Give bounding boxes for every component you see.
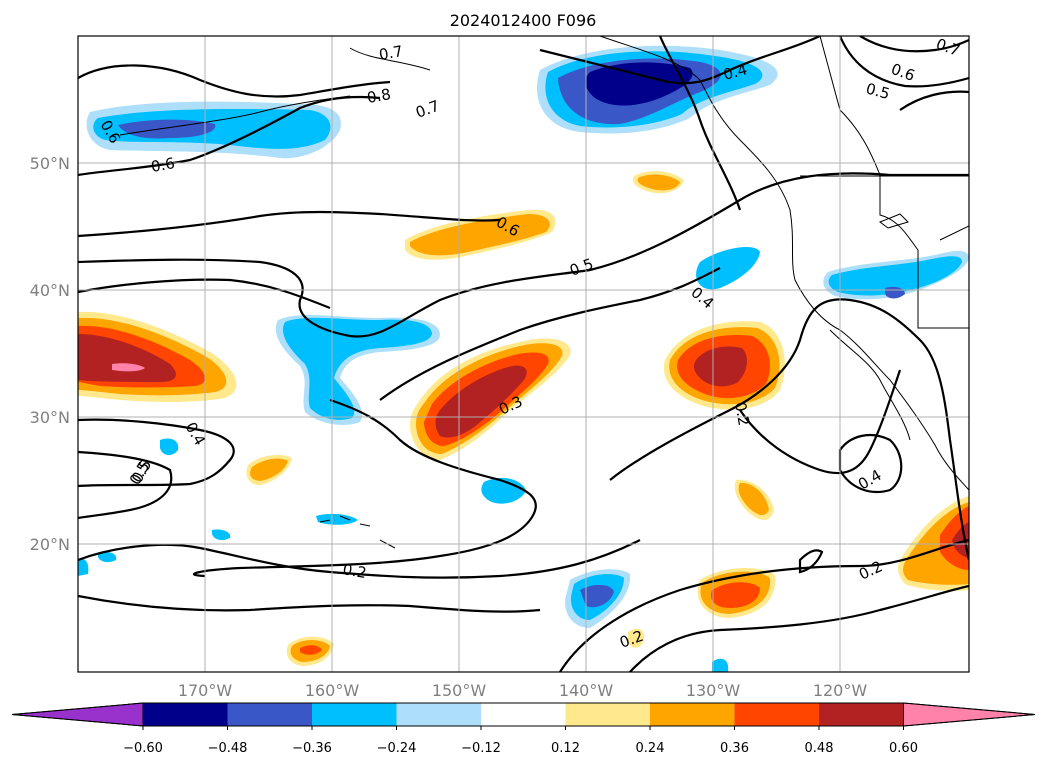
colorbar-extend-min	[11, 702, 144, 727]
colorbar-segment	[227, 703, 312, 726]
contour-label: 0.5	[864, 79, 892, 103]
contour-label: 0.4	[721, 60, 749, 84]
map-title: 2024012400 F096	[450, 11, 597, 30]
colorbar-tick-label: −0.12	[461, 741, 501, 756]
contour-label: 0.2	[731, 401, 753, 428]
contour-label: 0.7	[934, 35, 963, 60]
colorbar-segment	[396, 703, 481, 726]
colorbar-tick-label: 0.12	[551, 741, 580, 756]
lon-label-140w: 140°W	[559, 681, 614, 700]
lon-label-160w: 160°W	[305, 681, 360, 700]
lon-label-170w: 170°W	[178, 681, 233, 700]
lon-label-130w: 130°W	[686, 681, 741, 700]
colorbar-tick-label: 0.24	[636, 741, 665, 756]
colorbar-extend-max	[903, 702, 1036, 727]
colorbar-tick-label: −0.48	[208, 741, 248, 756]
colorbar-segment	[312, 703, 397, 726]
latitude-labels: 50°N 40°N 30°N 20°N	[30, 154, 70, 554]
lat-label-30n: 30°N	[30, 408, 70, 427]
contour-lines	[78, 36, 969, 672]
colorbar-segment	[650, 703, 735, 726]
colorbar-tick-label: −0.24	[377, 741, 417, 756]
contour-label: 0.8	[366, 85, 393, 107]
lat-label-20n: 20°N	[30, 535, 70, 554]
contour-label: 0.2	[341, 560, 368, 582]
colorbar-tick-label: 0.48	[805, 741, 834, 756]
longitude-labels: 170°W 160°W 150°W 140°W 130°W 120°W	[178, 681, 868, 700]
map-panel: 0.7 0.6 0.5 0.8 0.7 0.6 0.4 0.7 0.6 0.5 …	[78, 35, 969, 672]
lon-label-150w: 150°W	[432, 681, 487, 700]
contour-label: 0.7	[378, 42, 405, 64]
colorbar-segment	[565, 703, 650, 726]
colorbar-segment	[819, 703, 904, 726]
colorbar-tick-label: 0.60	[889, 741, 918, 756]
colorbar-segment	[481, 703, 566, 726]
negative-anomaly-offshore	[696, 247, 760, 290]
colorbar-tick-label: 0.36	[720, 741, 749, 756]
map-frame	[77, 35, 970, 673]
contour-label: 0.6	[150, 154, 177, 176]
colorbar-tick-label: −0.60	[123, 741, 163, 756]
shaded-anomalies	[78, 45, 969, 672]
lon-label-120w: 120°W	[813, 681, 868, 700]
graticule	[78, 36, 969, 672]
colorbar: −0.60 −0.48 −0.36 −0.24 −0.12 0.12 0.24 0.36 0.4…	[11, 702, 1036, 756]
coastlines	[119, 36, 969, 549]
lat-label-50n: 50°N	[30, 154, 70, 173]
colorbar-segment	[143, 703, 228, 726]
lat-label-40n: 40°N	[30, 281, 70, 300]
colorbar-tick-label: −0.36	[292, 741, 332, 756]
colorbar-segment	[734, 703, 819, 726]
